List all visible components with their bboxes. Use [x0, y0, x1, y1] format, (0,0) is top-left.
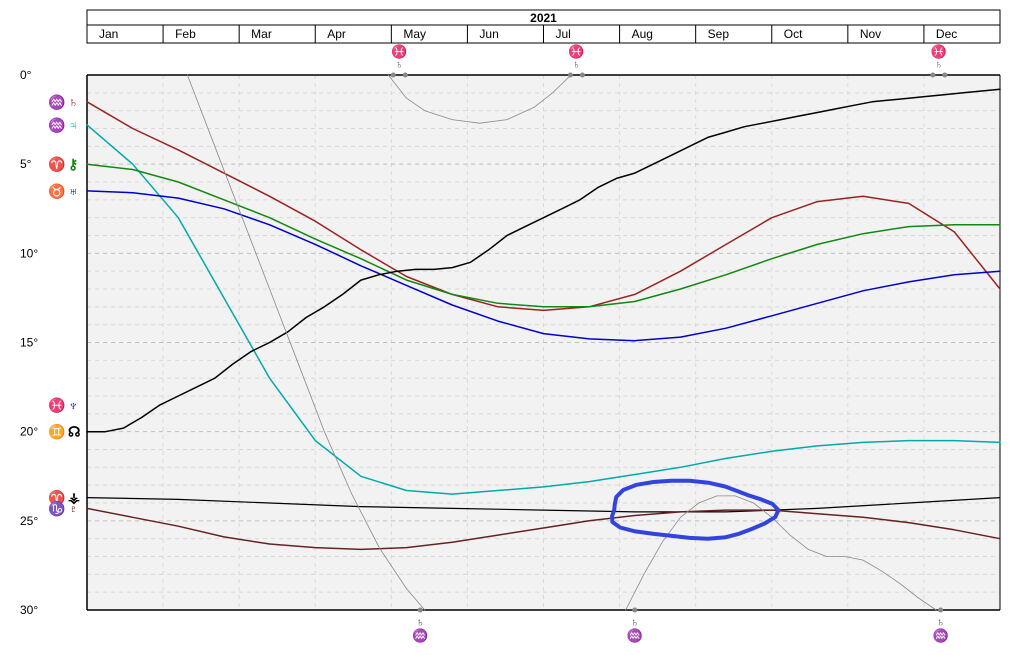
planet-glyph: ☊ [68, 424, 80, 440]
bottom-marker-dot [938, 608, 943, 613]
top-marker-dot [942, 73, 947, 78]
sign-glyph: ♑ [48, 500, 65, 517]
sign-glyph: ♈ [48, 156, 65, 173]
y-tick-label: 10° [20, 246, 38, 260]
planet-glyph: ♅ [68, 183, 79, 199]
planet-glyph: ♆ [68, 397, 79, 413]
y-tick-label: 0° [20, 68, 32, 82]
y-tick-label: 20° [20, 425, 38, 439]
month-label: May [403, 27, 426, 41]
month-label: Nov [860, 27, 881, 41]
month-label: Dec [936, 27, 957, 41]
month-label: Aug [632, 27, 653, 41]
planet-glyph: ♇ [68, 500, 79, 516]
top-marker-planet: ♄ [395, 59, 403, 71]
sign-glyph: ♓ [48, 397, 65, 414]
top-marker-sign: ♓ [568, 44, 584, 59]
bottom-marker-planet: ♄ [416, 615, 425, 629]
month-label: Apr [327, 27, 346, 41]
bottom-marker-dot [632, 608, 637, 613]
top-marker-planet: ♄ [572, 59, 580, 71]
y-tick-label: 30° [20, 603, 38, 617]
month-label: Feb [175, 27, 196, 41]
bottom-marker-sign: ♒ [627, 628, 643, 643]
month-label: Jul [556, 27, 571, 41]
month-label: Sep [708, 27, 730, 41]
bottom-marker-dot [418, 608, 423, 613]
planet-glyph: ⚷ [68, 156, 78, 172]
year-label: 2021 [530, 11, 557, 25]
sign-glyph: ♉ [48, 183, 65, 200]
month-label: Jun [479, 27, 498, 41]
month-label: Oct [784, 27, 803, 41]
bottom-marker-planet: ♄ [936, 615, 945, 629]
month-label: Jan [99, 27, 118, 41]
top-marker-dot [930, 73, 935, 78]
top-marker-sign: ♓ [931, 44, 947, 59]
y-tick-label: 15° [20, 336, 38, 350]
planet-glyph: ♃ [68, 117, 79, 133]
top-marker-dot [568, 73, 573, 78]
y-tick-label: 5° [20, 157, 32, 171]
top-marker-sign: ♓ [391, 44, 407, 59]
bottom-marker-sign: ♒ [933, 628, 949, 643]
planet-glyph: ♄ [68, 94, 79, 110]
sign-glyph: ♊ [48, 424, 65, 441]
sign-glyph: ♒ [48, 117, 65, 134]
bottom-marker-planet: ♄ [630, 615, 639, 629]
month-label: Mar [251, 27, 272, 41]
top-marker-dot [391, 73, 396, 78]
ephemeris-chart: 2021 Jan Feb Mar Apr May Jun Jul Aug Sep Oct Nov Dec… [0, 0, 1009, 655]
y-tick-label: 25° [20, 514, 38, 528]
sign-glyph: ♒ [48, 94, 65, 111]
top-marker-dot [580, 73, 585, 78]
bottom-marker-sign: ♒ [412, 628, 428, 643]
top-marker-planet: ♄ [935, 59, 943, 71]
top-marker-dot [403, 73, 408, 78]
